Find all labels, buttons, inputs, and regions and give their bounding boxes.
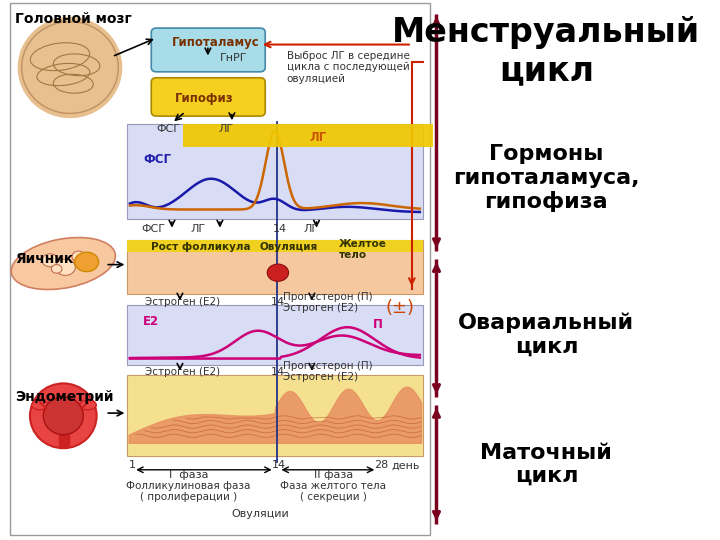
Text: Выброс ЛГ в середине
цикла с последующей
овуляцией: Выброс ЛГ в середине цикла с последующей…: [287, 51, 410, 84]
Text: Овариальный
цикл: Овариальный цикл: [459, 313, 634, 356]
Bar: [127, 375, 423, 456]
Text: I  фаза: I фаза: [168, 470, 208, 480]
Text: 14: 14: [271, 367, 285, 376]
Text: 28: 28: [374, 461, 388, 470]
Text: Маточный
цикл: Маточный цикл: [480, 443, 613, 486]
Circle shape: [42, 254, 58, 267]
Text: ЛГ: ЛГ: [219, 124, 234, 133]
Text: Фаза желтого тела
( секреции ): Фаза желтого тела ( секреции ): [280, 481, 386, 502]
Text: 1: 1: [130, 461, 136, 470]
Text: П: П: [373, 318, 383, 330]
Bar: [184, 124, 433, 147]
Bar: [127, 305, 423, 364]
FancyBboxPatch shape: [151, 28, 265, 72]
Ellipse shape: [30, 383, 96, 448]
Circle shape: [51, 265, 62, 273]
Bar: [127, 124, 423, 219]
Circle shape: [267, 264, 289, 281]
Bar: [127, 240, 423, 252]
Text: Яичник: Яичник: [14, 252, 73, 266]
Text: Е2: Е2: [143, 315, 159, 328]
Text: Гормоны
гипоталамуса,
гипофиза: Гормоны гипоталамуса, гипофиза: [453, 144, 639, 212]
Text: ГнРГ: ГнРГ: [220, 53, 248, 63]
Text: 14: 14: [271, 298, 285, 307]
Text: ЛГ: ЛГ: [191, 225, 206, 234]
Text: Желтое
тело: Желтое тело: [338, 239, 387, 260]
Text: Эстроген (Е2): Эстроген (Е2): [145, 298, 220, 307]
Text: Головной мозг: Головной мозг: [14, 12, 132, 26]
Text: ФСГ: ФСГ: [143, 153, 171, 166]
Circle shape: [55, 259, 76, 275]
Text: Менструальный
цикл: Менструальный цикл: [392, 16, 701, 87]
Bar: [10, 3, 430, 535]
Text: Прогестерон (П)
Эстроген (Е2): Прогестерон (П) Эстроген (Е2): [283, 361, 373, 382]
Text: Гипофиз: Гипофиз: [174, 92, 233, 105]
Ellipse shape: [18, 17, 122, 117]
Text: 14: 14: [273, 225, 287, 234]
Ellipse shape: [43, 397, 84, 435]
Bar: [58, 433, 68, 447]
Ellipse shape: [12, 238, 115, 289]
FancyBboxPatch shape: [151, 78, 265, 116]
Circle shape: [72, 251, 85, 262]
Text: Прогестерон (П)
Эстроген (Е2): Прогестерон (П) Эстроген (Е2): [283, 292, 373, 313]
Text: Фолликулиновая фаза
( пролиферации ): Фолликулиновая фаза ( пролиферации ): [127, 481, 251, 502]
Text: (±): (±): [385, 299, 414, 317]
Text: Овуляция: Овуляция: [260, 242, 318, 252]
Bar: [127, 240, 423, 294]
Text: Гипоталамус: Гипоталамус: [172, 36, 260, 49]
Text: день: день: [392, 461, 420, 470]
Bar: [66, 97, 77, 116]
Circle shape: [75, 252, 99, 272]
Text: 14: 14: [272, 461, 286, 470]
Text: Рост фолликула: Рост фолликула: [151, 242, 251, 252]
Text: Эндометрий: Эндометрий: [14, 390, 113, 404]
Ellipse shape: [80, 400, 96, 410]
Text: ЛГ: ЛГ: [303, 225, 318, 234]
Text: Овуляции: Овуляции: [231, 509, 289, 519]
Ellipse shape: [32, 400, 48, 410]
Text: Эстроген (Е2): Эстроген (Е2): [145, 367, 220, 376]
Text: ФСГ: ФСГ: [156, 124, 180, 133]
Text: ЛГ: ЛГ: [310, 131, 327, 144]
Text: ФСГ: ФСГ: [141, 225, 166, 234]
Text: II фаза: II фаза: [314, 470, 353, 480]
